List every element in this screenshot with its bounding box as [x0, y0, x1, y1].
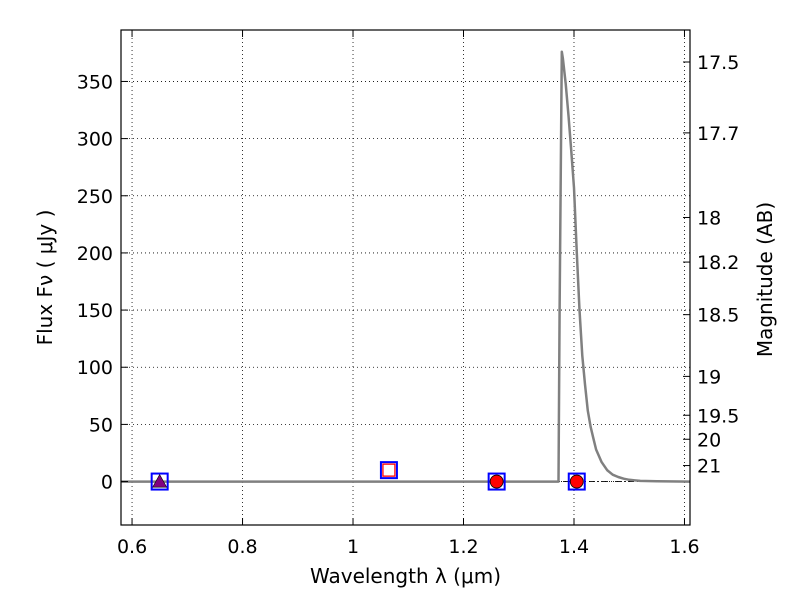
y-axis-title: Flux Fν ( μJy ) [33, 210, 57, 346]
x-tick-label: 1.6 [669, 536, 699, 558]
mag-tick-label: 20 [697, 429, 721, 451]
x-tick-label: 0.6 [117, 536, 147, 558]
square-marker [567, 472, 586, 491]
triangle-marker [152, 473, 168, 488]
grid-layer [121, 30, 690, 525]
x-tick-label: 1.4 [559, 536, 589, 558]
y-tick-label: 300 [77, 129, 113, 151]
y-tick-label: 350 [77, 71, 113, 93]
plot-frame [120, 29, 691, 526]
mag-tick-label: 21 [697, 456, 721, 478]
square-marker [382, 463, 396, 477]
y-tick-label: 50 [89, 414, 113, 436]
y-tick-label: 0 [101, 472, 113, 494]
y-tick-label: 150 [77, 300, 113, 322]
mag-tick-label: 19.5 [697, 405, 739, 427]
axes-layer: 0.6 0.8 1 1.2 1.4 1.6 0 50 100 150 200 250 300 350 17.… [77, 30, 739, 558]
square-marker [379, 461, 398, 480]
mag-tick-label: 19 [697, 366, 721, 388]
spectrum-line [121, 50, 691, 483]
y-tick-label: 200 [77, 243, 113, 265]
x-tick-label: 1.2 [448, 536, 478, 558]
x-tick-label: 0.8 [227, 536, 257, 558]
square-marker [150, 472, 169, 491]
y-tick-label: 250 [77, 186, 113, 208]
mag-tick-label: 17.7 [697, 123, 739, 145]
y-tick-label: 100 [77, 357, 113, 379]
square-marker [487, 472, 506, 491]
mag-tick-label: 18.2 [697, 252, 739, 274]
x-axis-title: Wavelength λ (μm) [310, 564, 501, 588]
mag-tick-label: 18.5 [697, 305, 739, 327]
circle-marker [489, 474, 504, 489]
series-layer [121, 50, 691, 491]
mag-tick-label: 17.5 [697, 52, 739, 74]
circle-marker [569, 474, 584, 489]
mag-tick-label: 18 [697, 207, 721, 229]
y2-axis-title: Magnitude (AB) [753, 202, 777, 357]
x-tick-label: 1 [347, 536, 359, 558]
